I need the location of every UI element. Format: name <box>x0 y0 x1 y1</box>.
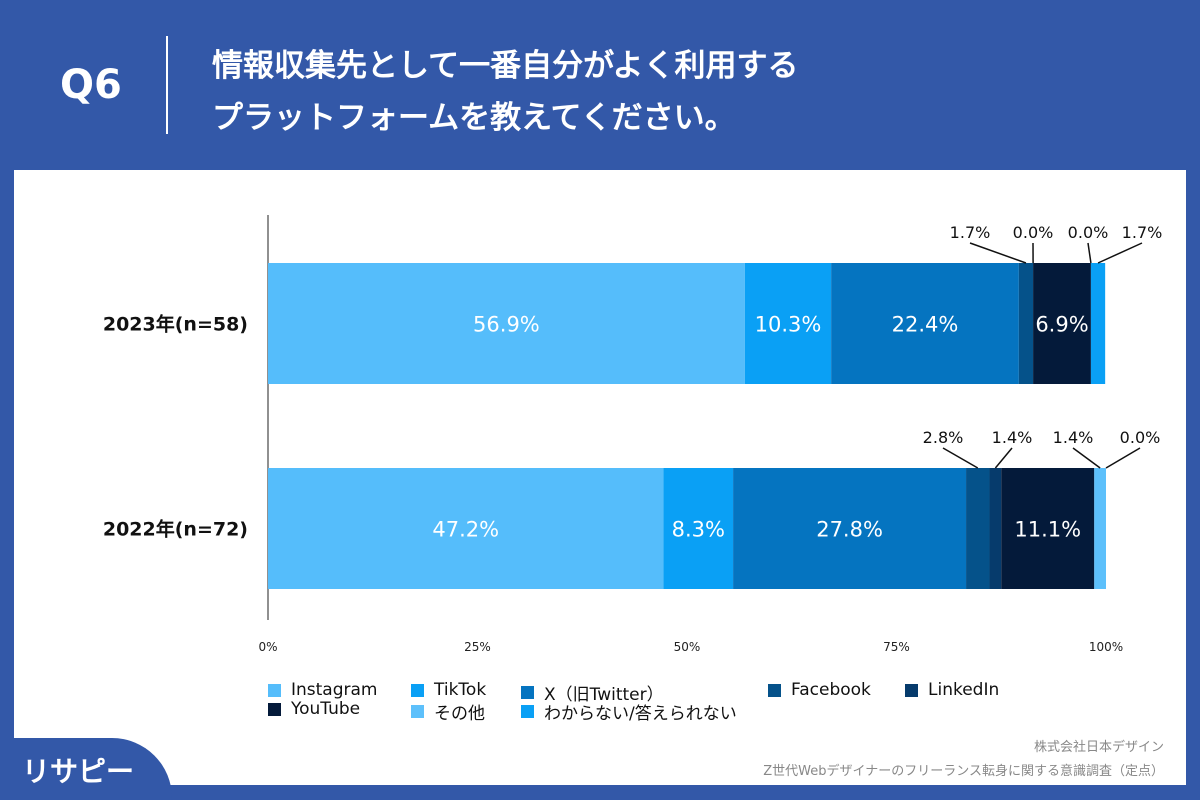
data-label: 10.3% <box>755 313 822 337</box>
legend-label: その他 <box>434 704 485 724</box>
legend-swatch <box>411 705 424 718</box>
data-label: 0.0% <box>1120 428 1161 447</box>
legend-item: LinkedIn <box>905 680 999 700</box>
data-label: 1.4% <box>1053 428 1094 447</box>
data-label: 8.3% <box>672 518 725 542</box>
data-label: 11.1% <box>1014 518 1081 542</box>
leader-line <box>994 447 1013 469</box>
leader-line <box>1072 447 1101 469</box>
bar-segment <box>663 468 734 589</box>
data-label: 22.4% <box>892 313 959 337</box>
data-label: 1.7% <box>950 223 991 242</box>
data-label: 47.2% <box>432 518 499 542</box>
bar-segment <box>966 468 990 589</box>
data-label: 0.0% <box>1013 223 1054 242</box>
survey-credit: Z世代Webデザイナーのフリーランス転身に関する意識調査（定点） <box>763 764 1164 779</box>
logo-text: リサピー <box>22 755 135 788</box>
legend-item: その他 <box>411 699 485 724</box>
data-label: 0.0% <box>1068 223 1109 242</box>
leader-line <box>969 242 1027 264</box>
bar-segment <box>831 263 1019 384</box>
x-tick-label: 75% <box>883 640 910 654</box>
leader-line <box>942 447 979 469</box>
x-tick-label: 25% <box>464 640 491 654</box>
legend-swatch <box>521 686 534 699</box>
bar-segment <box>268 263 745 384</box>
legend-item: わからない/答えられない <box>521 699 737 724</box>
legend-label: X（旧Twitter） <box>544 685 664 705</box>
legend-item: YouTube <box>268 699 360 719</box>
category-label: 2022年(n=72) <box>103 518 248 541</box>
question-number: Q6 <box>60 62 122 108</box>
bar-segment <box>733 468 967 589</box>
legend-item: X（旧Twitter） <box>521 680 664 705</box>
bar-segment <box>1018 263 1034 384</box>
legend-label: TikTok <box>434 680 487 700</box>
bar-segment <box>1033 263 1091 384</box>
bar-segment <box>1094 468 1106 589</box>
data-label: 56.9% <box>473 313 540 337</box>
question-title: 情報収集先として一番自分がよく利用する プラットフォームを教えてください。 <box>212 40 799 144</box>
legend-item: Facebook <box>768 680 871 700</box>
legend-label: わからない/答えられない <box>544 704 737 724</box>
leader-line <box>1105 447 1141 469</box>
data-label: 2.8% <box>923 428 964 447</box>
leader-line <box>1097 242 1143 264</box>
legend-label: Instagram <box>291 680 378 700</box>
bar-segment <box>989 468 1002 589</box>
title-line-2: プラットフォームを教えてください。 <box>212 100 736 136</box>
legend-swatch <box>268 683 281 697</box>
data-label: 27.8% <box>816 518 883 542</box>
bar-segment <box>1090 263 1106 384</box>
bar-segment <box>1001 468 1095 589</box>
legend-swatch <box>521 705 534 718</box>
legend-label: Facebook <box>791 680 871 700</box>
x-tick-label: 100% <box>1089 640 1123 654</box>
x-tick-label: 0% <box>258 640 277 654</box>
legend-item: TikTok <box>411 680 486 700</box>
leader-line <box>1087 242 1092 264</box>
legend-item: Instagram <box>268 680 378 700</box>
title-line-1: 情報収集先として一番自分がよく利用する <box>212 48 799 84</box>
legend-swatch <box>268 702 281 716</box>
bar-segment <box>268 468 664 589</box>
x-tick-label: 50% <box>674 640 701 654</box>
legend-label: YouTube <box>291 699 361 719</box>
legend-label: LinkedIn <box>928 680 1000 700</box>
data-label: 1.4% <box>992 428 1033 447</box>
data-label: 1.7% <box>1122 223 1163 242</box>
data-label: 6.9% <box>1035 313 1088 337</box>
legend-swatch <box>411 683 424 697</box>
bar-segment <box>744 263 832 384</box>
divider <box>166 36 168 134</box>
category-label: 2023年(n=58) <box>103 313 248 336</box>
legend-swatch <box>905 683 918 697</box>
logo: リサピー <box>0 738 172 800</box>
legend-swatch <box>768 683 781 697</box>
company-credit: 株式会社日本デザイン <box>1033 740 1164 755</box>
